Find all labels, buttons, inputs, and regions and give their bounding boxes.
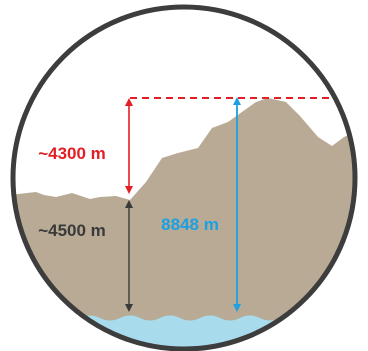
summit-height-label: ~4300 m xyxy=(38,144,106,163)
total-height-label: 8848 m xyxy=(161,215,219,234)
plateau-height-label: ~4500 m xyxy=(38,221,106,240)
sea-water xyxy=(0,316,368,351)
